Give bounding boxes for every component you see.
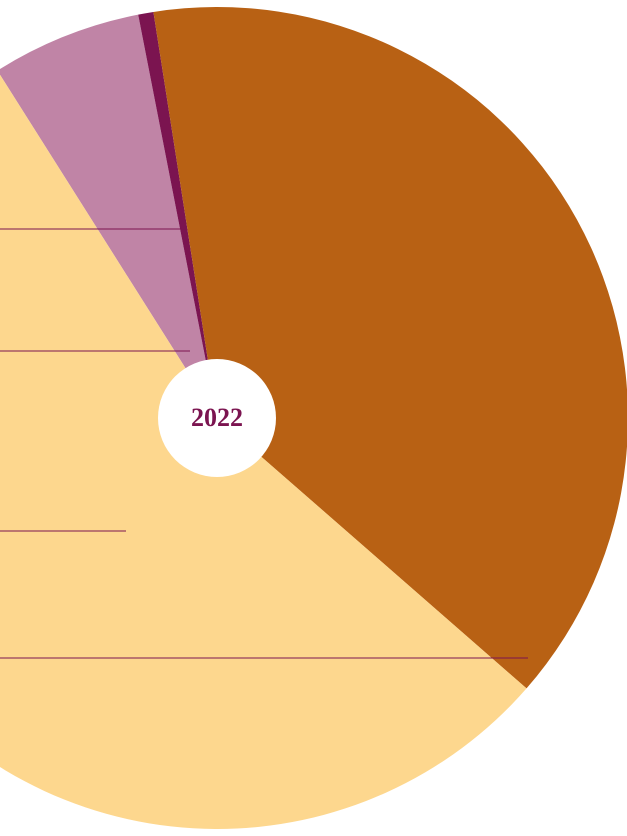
leader-lines [0, 228, 528, 659]
center-label: 2022 [191, 403, 243, 432]
slices [0, 7, 627, 829]
pie-slice [138, 11, 217, 419]
center-hole [158, 359, 276, 477]
pie-slice [0, 74, 527, 829]
pie-slice [153, 7, 627, 689]
pie-slice [0, 14, 217, 418]
